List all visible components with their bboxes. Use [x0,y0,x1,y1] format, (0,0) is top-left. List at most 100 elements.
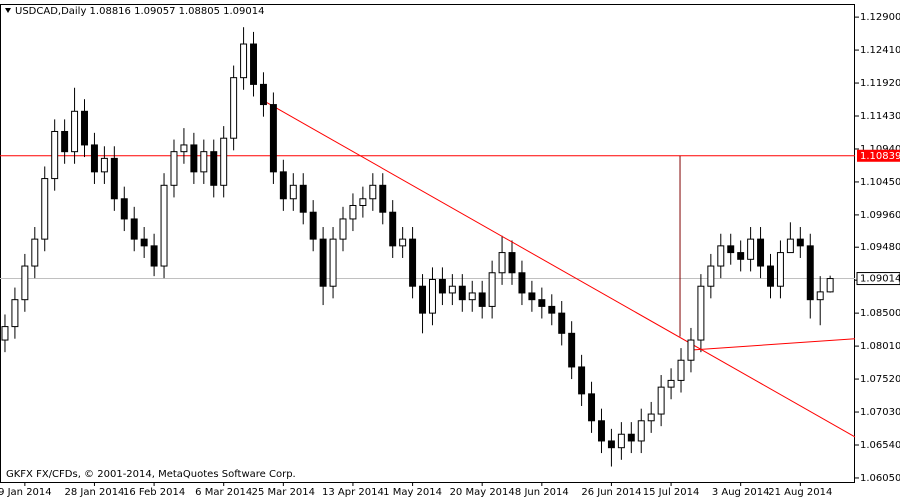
candle-body [220,137,228,186]
candle-body [488,272,496,307]
candle-body [747,238,755,260]
y-tick-label: 1.08500 [860,308,900,319]
candle-body [627,433,635,442]
candle-body [737,252,745,260]
copyright: GKFX FX/CFDs, © 2001-2014, MetaQuotes So… [6,469,296,480]
candle-body [329,238,337,287]
candle-body [607,440,615,449]
candle-body [21,265,29,301]
candle-body [309,211,317,240]
y-tick-label: 1.11920 [860,78,900,89]
x-tick-label: 28 Jan 2014 [64,487,124,498]
candle-body [200,151,208,173]
x-tick-label: 21 Aug 2014 [768,487,832,498]
candle-body [816,291,824,301]
candle-body [409,238,417,287]
candle-body [458,285,466,301]
candle-body [568,332,576,368]
x-tick-label: 25 Mar 2014 [252,487,315,498]
candle-body [259,83,267,106]
candle-body [240,43,248,79]
candle-body [617,433,625,449]
candle-body [687,339,695,361]
candle-body [757,238,765,267]
bid-label: 1.09014 [860,274,900,285]
x-tick-label: 1 May 2014 [383,487,442,498]
candle-body [786,238,794,254]
candle-body [438,278,446,294]
candle-body [657,386,665,415]
candle-body [448,285,456,294]
menu-arrow[interactable] [5,8,11,13]
x-tick-label: 15 Jul 2014 [643,487,700,498]
candle-body [538,299,546,307]
level-label: 1.10839 [860,151,900,162]
candle-body [269,104,277,173]
candle-body [767,265,774,287]
candle-body [299,184,307,213]
trendline [689,338,856,351]
candle-body [100,157,108,173]
candle-body [170,151,178,186]
candle-body [727,245,735,254]
chart-title: USDCAD,Daily 1.08816 1.09057 1.08805 1.0… [15,6,265,17]
candle-body [588,393,596,422]
candle-body [776,252,784,287]
candle-body [478,292,486,307]
candle-body [140,238,148,247]
candle-body [468,292,476,301]
y-tick-label: 1.08010 [860,341,900,352]
level-box [857,149,900,162]
y-tick-label: 1.09480 [860,242,900,253]
candle-body [598,420,605,442]
y-tick-label: 1.06540 [860,440,900,451]
candle-body [61,130,69,153]
candle-body [1,326,9,341]
x-tick-label: 26 Jun 2014 [581,487,641,498]
y-tick-label: 1.06050 [860,473,900,484]
y-tick-label: 1.11430 [860,111,900,122]
candle-body [130,218,138,240]
candle-body [359,198,367,206]
bid-box [856,272,900,286]
y-tick-label: 1.12900 [860,12,900,23]
candle-body [707,265,715,287]
y-tick-label: 1.07520 [860,374,900,385]
y-tick-label: 1.09960 [860,210,900,221]
candle-body [399,238,407,247]
candle-body [637,420,645,442]
candle-body [81,110,88,146]
candle-body [796,238,804,247]
x-tick-label: 6 Mar 2014 [195,487,252,498]
candle-body [677,359,685,381]
candle-body [558,312,566,334]
x-tick-label: 8 Jun 2014 [515,487,569,498]
candle-body [41,178,49,240]
candle-body [319,238,327,287]
candle-body [578,366,586,395]
x-tick-label: 3 Aug 2014 [712,487,770,498]
x-tick-label: 20 May 2014 [450,487,515,498]
candle-body [31,238,39,267]
candle-body [419,285,427,314]
candle-body [428,278,436,314]
candle-body [717,245,725,267]
candle-body [190,144,198,173]
plot-frame [0,4,855,483]
candle-body [379,184,387,213]
x-tick-label: 13 Apr 2014 [322,487,384,498]
x-tick-label: 16 Feb 2014 [123,487,185,498]
candle-body [508,252,516,274]
y-tick-label: 1.10940 [860,144,900,155]
candle-body [160,184,168,267]
candle-body [90,144,98,173]
candle-body [349,204,357,220]
y-tick-label: 1.07030 [860,407,900,418]
candle-body [250,43,257,85]
x-tick-label: 9 Jan 2014 [0,487,52,498]
candle-body [289,184,297,200]
candle-body [647,413,655,422]
candle-body [667,379,675,388]
